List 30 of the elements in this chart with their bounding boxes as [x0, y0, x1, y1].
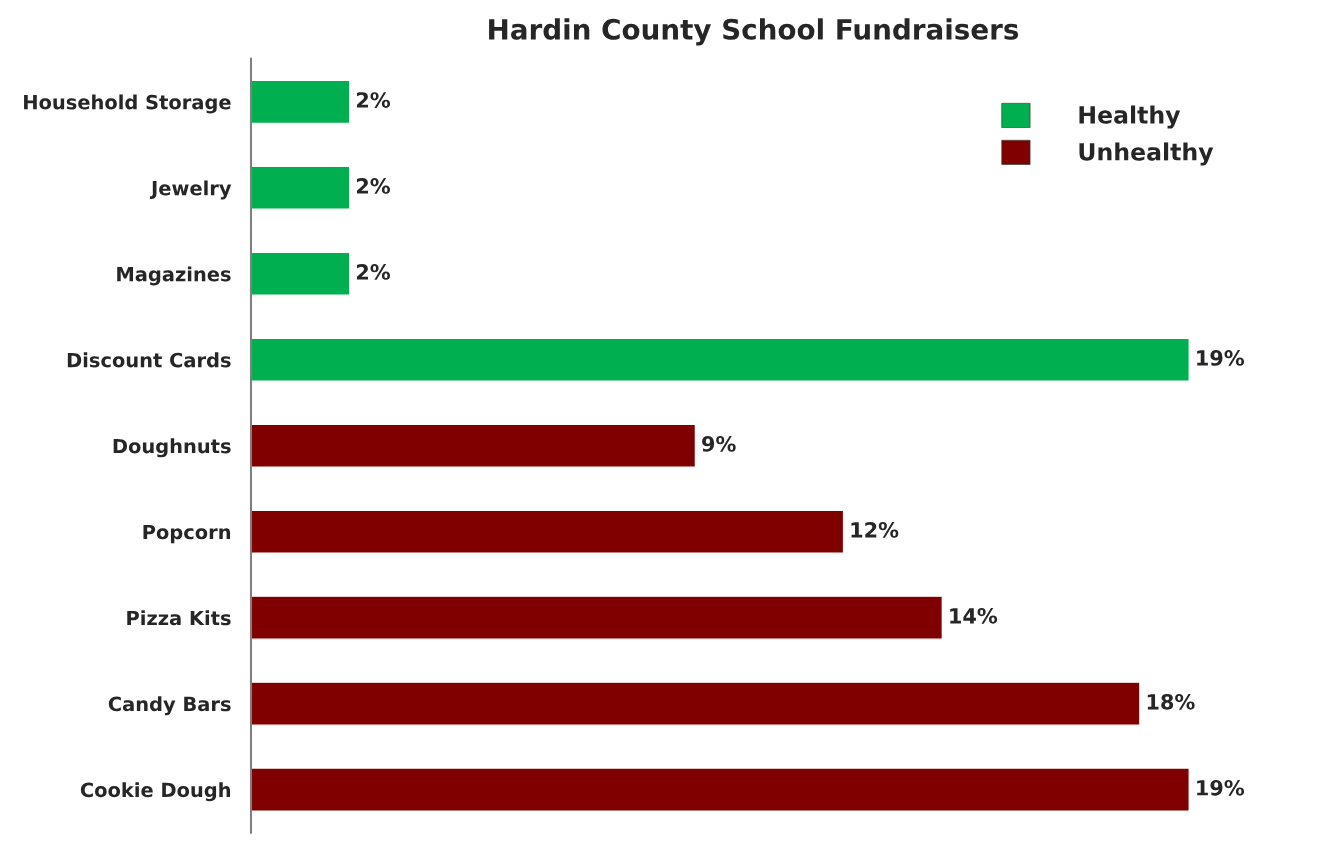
y-tick-label: Discount Cards [67, 352, 231, 368]
bar [250, 423, 697, 468]
bar [250, 79, 351, 125]
bar [250, 767, 1190, 812]
y-tick-label: Household Storage [24, 94, 231, 114]
legend-label: Healthy [1079, 105, 1181, 129]
y-tick-label: Doughnuts [113, 438, 231, 458]
y-tick-label: Candy Bars [108, 696, 231, 716]
y-tick-label: Magazines [117, 266, 231, 286]
data-label: 9% [702, 436, 736, 452]
y-tick-label: Popcorn [143, 524, 231, 544]
bar [250, 337, 1190, 382]
data-label: 14% [950, 607, 998, 624]
data-label: 19% [1197, 779, 1245, 796]
chart-title: Hardin County School Fundraisers [489, 18, 1019, 46]
data-label: 2% [356, 92, 391, 108]
y-tick-label: Cookie Dough [80, 782, 231, 802]
data-label: 2% [356, 264, 391, 280]
data-label: 19% [1197, 350, 1245, 366]
bar [250, 165, 351, 211]
bar [250, 595, 944, 640]
data-label: 18% [1147, 693, 1195, 710]
legend-label: Unhealthy [1079, 142, 1214, 166]
data-label: 12% [851, 521, 899, 538]
bar [250, 681, 1141, 726]
bar [250, 509, 845, 554]
y-tick-label: Jewelry [149, 180, 232, 200]
bar [250, 251, 351, 296]
data-label: 2% [356, 178, 391, 194]
y-tick-label: Pizza Kits [127, 610, 231, 626]
